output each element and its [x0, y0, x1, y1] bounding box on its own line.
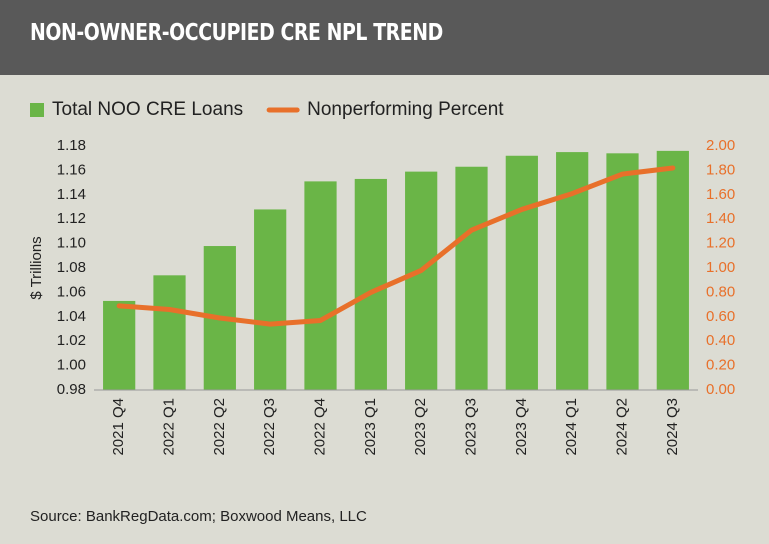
legend-swatch [30, 103, 44, 117]
x-tick-label: 2024 Q1 [563, 398, 580, 456]
x-tick-label: 2022 Q4 [311, 398, 328, 456]
x-tick-label: 2022 Q2 [211, 398, 228, 456]
x-tick-label: 2024 Q2 [613, 398, 630, 456]
y2-tick-label: 0.60 [706, 308, 735, 325]
header: NON-OWNER-OCCUPIED CRE NPL TREND [0, 0, 769, 75]
bar [153, 275, 186, 390]
x-tick-label: 2022 Q3 [261, 398, 278, 456]
x-tick-label: 2023 Q1 [362, 398, 379, 456]
y-tick-label: 1.04 [57, 308, 86, 325]
x-tick-label: 2023 Q2 [412, 398, 429, 456]
y2-tick-label: 0.40 [706, 332, 735, 349]
x-tick-label: 2024 Q3 [664, 398, 681, 456]
source-note: Source: BankRegData.com; Boxwood Means, … [30, 508, 367, 525]
y2-tick-label: 0.00 [706, 381, 735, 398]
legend-label: Nonperforming Percent [307, 99, 504, 120]
y2-tick-label: 1.80 [706, 161, 735, 178]
bar [254, 209, 287, 390]
legend-label: Total NOO CRE Loans [52, 99, 243, 120]
y-tick-label: 1.02 [57, 332, 86, 349]
chart-title: NON-OWNER-OCCUPIED CRE NPL TREND [30, 20, 443, 46]
bar [405, 171, 438, 390]
y2-tick-label: 0.20 [706, 357, 735, 374]
x-tick-label: 2022 Q1 [160, 398, 177, 456]
y2-tick-label: 1.60 [706, 186, 735, 203]
y-tick-label: 1.14 [57, 186, 86, 203]
y-tick-label: 1.12 [57, 210, 86, 227]
bar [505, 155, 538, 390]
bar [455, 166, 488, 390]
x-tick-label: 2023 Q3 [462, 398, 479, 456]
bar [656, 150, 689, 390]
y2-tick-label: 0.80 [706, 283, 735, 300]
y2-tick-label: 1.20 [706, 235, 735, 252]
y-tick-label: 1.08 [57, 259, 86, 276]
bar [304, 181, 337, 390]
x-tick-label: 2023 Q4 [513, 398, 530, 456]
line [116, 165, 676, 327]
y-axis-label: $ Trillions [28, 236, 45, 299]
y-tick-label: 1.16 [57, 161, 86, 178]
y2-tick-label: 2.00 [706, 137, 735, 154]
bar [354, 178, 387, 390]
y-tick-label: 1.10 [57, 235, 86, 252]
y-tick-label: 1.00 [57, 357, 86, 374]
y-tick-label: 1.18 [57, 137, 86, 154]
bar [103, 300, 136, 390]
y2-tick-label: 1.00 [706, 259, 735, 276]
x-tick-label: 2021 Q4 [110, 398, 127, 456]
y2-tick-label: 1.40 [706, 210, 735, 227]
y-tick-label: 0.98 [57, 381, 86, 398]
y-tick-label: 1.06 [57, 283, 86, 300]
bar [606, 153, 639, 390]
